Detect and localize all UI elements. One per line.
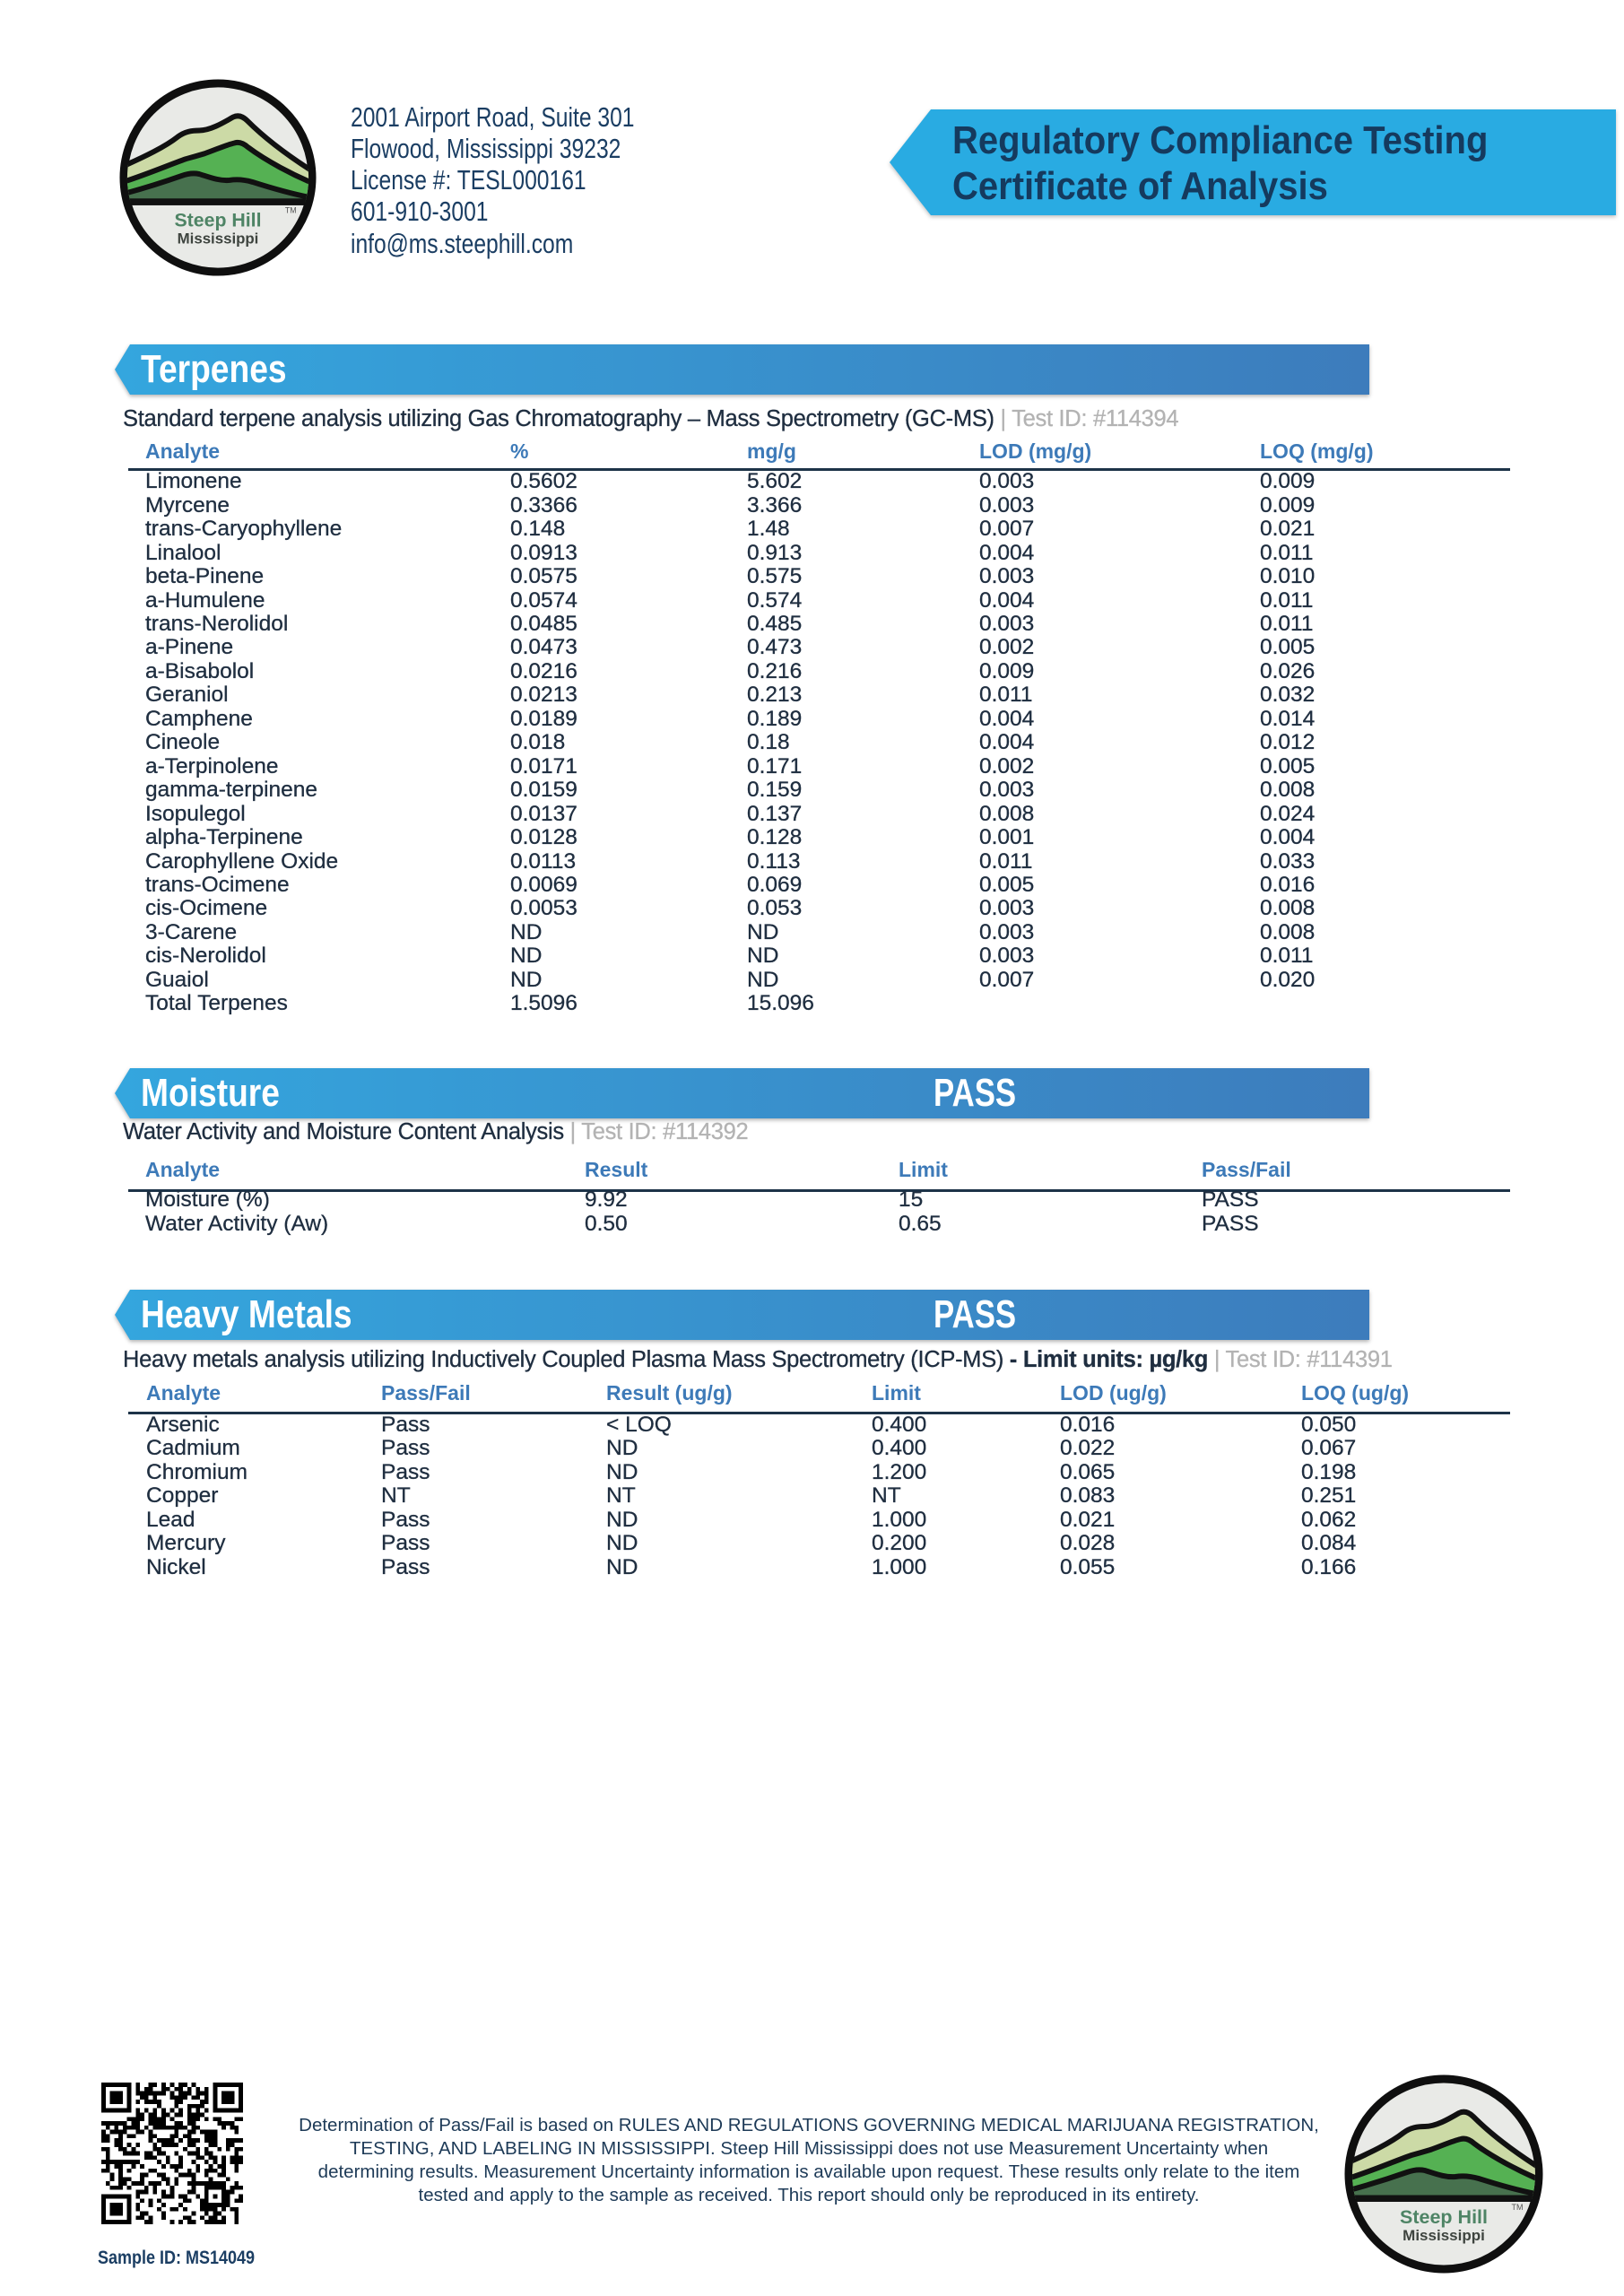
- svg-text:Steep Hill: Steep Hill: [174, 210, 261, 231]
- svg-text:Steep Hill: Steep Hill: [1400, 2206, 1488, 2228]
- svg-text:TM: TM: [285, 206, 297, 215]
- svg-text:Mississippi: Mississippi: [178, 230, 259, 247]
- svg-text:Mississippi: Mississippi: [1403, 2227, 1485, 2244]
- svg-text:TM: TM: [1512, 2203, 1524, 2212]
